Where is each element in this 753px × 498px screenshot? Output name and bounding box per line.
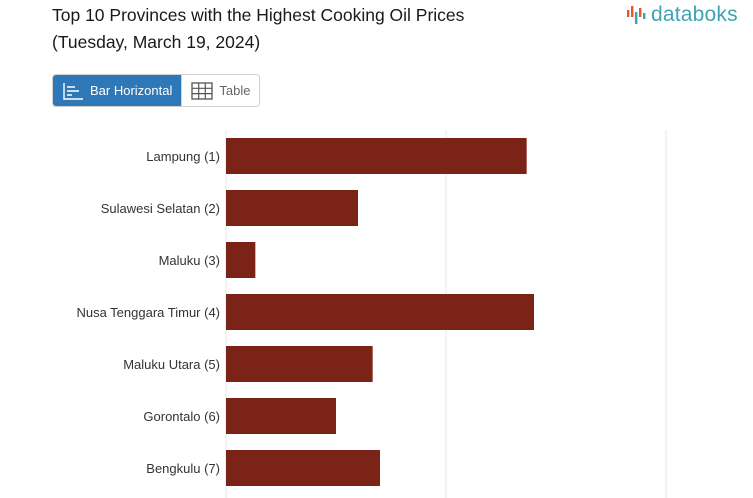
category-label: Maluku (3)	[159, 253, 220, 268]
bar-5[interactable]	[226, 398, 336, 434]
category-label: Sulawesi Selatan (2)	[101, 201, 220, 216]
bar-4[interactable]	[226, 346, 373, 382]
category-label: Bengkulu (7)	[146, 461, 220, 476]
category-label: Gorontalo (6)	[143, 409, 220, 424]
bar-1[interactable]	[226, 190, 358, 226]
category-label: Nusa Tenggara Timur (4)	[76, 305, 220, 320]
table-icon	[191, 81, 214, 100]
logo-text: databoks	[651, 3, 738, 26]
databoks-logo: databoks	[626, 4, 738, 26]
logo-bars-icon	[627, 6, 646, 24]
bar-2[interactable]	[226, 242, 256, 278]
title-line-2: (Tuesday, March 19, 2024)	[52, 32, 261, 52]
bar-3[interactable]	[226, 294, 534, 330]
chart-title: Top 10 Provinces with the Highest Cookin…	[52, 2, 464, 56]
table-label: Table	[219, 83, 251, 98]
bar-chart-icon	[63, 82, 83, 100]
bar-6[interactable]	[226, 450, 380, 486]
view-toggle: Bar Horizontal Table	[52, 74, 261, 107]
bar-0[interactable]	[226, 138, 527, 174]
category-label: Maluku Utara (5)	[123, 357, 220, 372]
table-button[interactable]: Table	[181, 75, 260, 106]
title-line-1: Top 10 Provinces with the Highest Cookin…	[52, 5, 465, 25]
bar-horizontal-button[interactable]: Bar Horizontal	[53, 75, 182, 106]
category-label: Lampung (1)	[146, 149, 220, 164]
bar-horizontal-label: Bar Horizontal	[90, 83, 173, 98]
